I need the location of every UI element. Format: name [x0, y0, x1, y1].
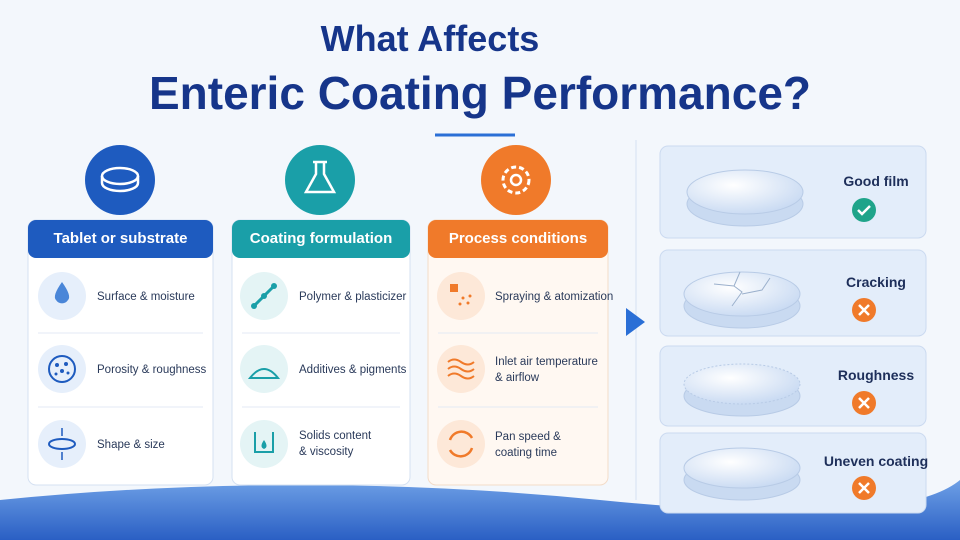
tablets — [683, 169, 804, 501]
column-icon — [481, 145, 551, 215]
factor: Pan speed & coating time — [495, 431, 561, 459]
column-header — [232, 220, 410, 258]
factor: Inlet air temperature & airflow — [495, 356, 598, 384]
outcome-label: Good film — [843, 173, 909, 189]
bottom-wave — [0, 480, 960, 540]
factor: Surface & moisture — [97, 291, 195, 303]
column-header — [28, 220, 213, 258]
title: What Affects — [320, 18, 540, 59]
column-icon — [85, 145, 155, 215]
column-heading: Coating formulation — [249, 230, 393, 247]
factor: Spraying & atomization — [495, 291, 614, 303]
factor: Additives & pigments — [299, 364, 407, 376]
factor: Polymer & plasticizer — [299, 291, 407, 303]
column-icon — [285, 145, 355, 215]
outcome-label: Roughness — [837, 367, 915, 383]
column-heading: Process conditions — [448, 230, 588, 247]
factor: Solids content & viscosity — [299, 430, 372, 458]
arrow — [626, 308, 645, 336]
column-header — [428, 220, 608, 258]
item-icons — [38, 272, 485, 468]
factor: Porosity & roughness — [97, 364, 207, 376]
column-heading: Tablet or substrate — [53, 230, 188, 247]
title: Enteric Coating Performance? — [148, 67, 812, 119]
status-icons — [852, 198, 876, 500]
factor: Shape & size — [97, 439, 165, 451]
outcome-label: Uneven coating — [823, 453, 929, 469]
outcome-label: Cracking — [846, 274, 906, 290]
